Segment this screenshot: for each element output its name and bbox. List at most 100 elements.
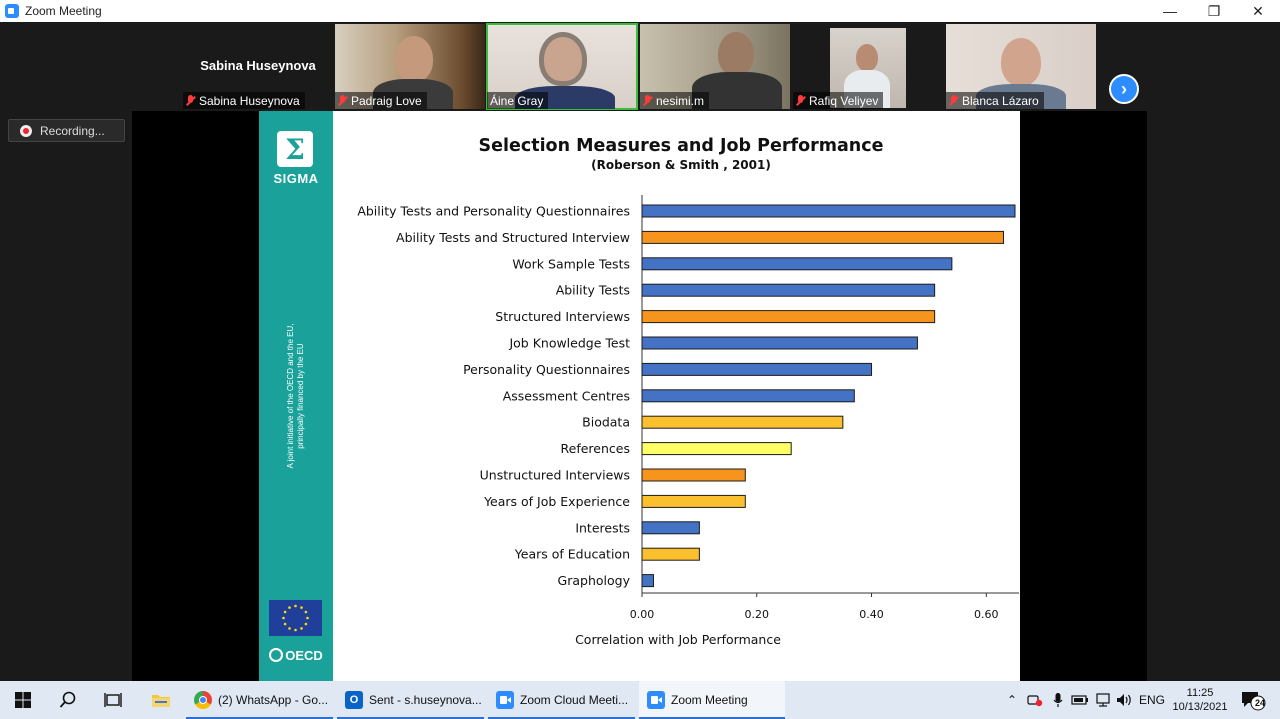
participant-name-label: Padraig Love bbox=[335, 92, 427, 109]
taskbar-app-outlook[interactable]: O Sent - s.huseynova... bbox=[337, 681, 484, 719]
bar bbox=[641, 257, 953, 271]
participant-tile[interactable]: Rafiq Veliyev bbox=[793, 24, 943, 109]
recording-label: Recording... bbox=[40, 123, 105, 138]
participant-tile[interactable]: Sabina Huseynova Sabina Huseynova bbox=[183, 24, 333, 109]
notification-icon bbox=[1242, 692, 1266, 711]
taskbar: (2) WhatsApp - Go... O Sent - s.huseynov… bbox=[0, 681, 1280, 719]
participant-tile[interactable]: Blanca Lázaro bbox=[946, 24, 1096, 109]
bar bbox=[641, 574, 654, 588]
participant-video bbox=[539, 32, 587, 86]
category-label: Interests bbox=[575, 520, 630, 535]
eu-flag-icon bbox=[269, 600, 322, 636]
category-label: Ability Tests bbox=[556, 283, 630, 298]
battery-icon bbox=[1071, 695, 1088, 705]
bar bbox=[641, 336, 918, 350]
category-label: Ability Tests and Personality Questionna… bbox=[357, 204, 630, 219]
category-label: Personality Questionnaires bbox=[463, 362, 630, 377]
muted-mic-icon bbox=[338, 95, 347, 106]
bar bbox=[641, 362, 873, 376]
bar bbox=[641, 389, 855, 403]
participant-video bbox=[395, 36, 433, 82]
microphone-icon bbox=[1053, 693, 1063, 707]
category-label: Structured Interviews bbox=[495, 309, 630, 324]
chart-title: Selection Measures and Job Performance bbox=[478, 136, 883, 156]
category-label: Years of Job Experience bbox=[483, 494, 630, 509]
category-label: Work Sample Tests bbox=[512, 256, 630, 271]
participant-name-label: Rafiq Veliyev bbox=[793, 92, 884, 109]
sigma-logo-icon: Σ bbox=[277, 131, 313, 167]
bar bbox=[641, 442, 792, 456]
chart-subtitle: (Roberson & Smith , 2001) bbox=[591, 158, 771, 172]
tray-icon-meet-now[interactable] bbox=[1025, 681, 1045, 719]
x-tick-label: 0.00 bbox=[630, 608, 655, 621]
taskbar-clock[interactable]: 11:25 10/13/2021 bbox=[1166, 681, 1234, 719]
chevron-up-icon: ⌃ bbox=[1006, 693, 1018, 707]
x-tick-label: 0.40 bbox=[859, 608, 884, 621]
search-icon bbox=[59, 691, 75, 708]
bar bbox=[641, 547, 700, 561]
minimize-button[interactable]: — bbox=[1163, 3, 1177, 19]
tray-icon-battery[interactable] bbox=[1070, 681, 1090, 719]
participant-name-label: nesimi.m bbox=[640, 92, 710, 109]
title-bar: Zoom Meeting — ❐ ✕ bbox=[0, 0, 1280, 22]
bar bbox=[641, 204, 1016, 218]
participant-tile[interactable]: Padraig Love bbox=[335, 24, 485, 109]
language-indicator[interactable]: ENG bbox=[1138, 693, 1165, 707]
search-button[interactable] bbox=[45, 681, 90, 719]
restore-button[interactable]: ❐ bbox=[1207, 2, 1221, 19]
category-label: Unstructured Interviews bbox=[480, 468, 630, 483]
chrome-icon bbox=[194, 691, 212, 709]
outlook-icon: O bbox=[345, 691, 363, 709]
windows-start-button[interactable] bbox=[0, 681, 45, 719]
network-icon bbox=[1096, 693, 1110, 707]
participant-video bbox=[1001, 38, 1041, 86]
presentation-slide: Σ SIGMA A joint initiative of the OECD a… bbox=[259, 111, 1020, 682]
participant-gallery: Sabina Huseynova Sabina Huseynova Padrai… bbox=[0, 22, 1280, 110]
bar bbox=[641, 310, 936, 324]
muted-mic-icon bbox=[186, 95, 195, 106]
speaker-icon bbox=[1117, 694, 1131, 706]
notification-count: 24 bbox=[1254, 698, 1265, 708]
participant-name-label: Áine Gray bbox=[487, 92, 549, 109]
oecd-logo-icon bbox=[269, 648, 284, 662]
bar-chart: Selection Measures and Job Performance (… bbox=[357, 136, 1019, 647]
x-tick-label: 0.20 bbox=[745, 608, 770, 621]
active-speaker-name: Sabina Huseynova bbox=[200, 58, 316, 73]
tray-icon-volume[interactable] bbox=[1115, 681, 1135, 719]
category-label: References bbox=[561, 441, 630, 456]
participant-tile[interactable]: nesimi.m bbox=[640, 24, 790, 109]
bar bbox=[641, 494, 746, 508]
participant-tile-active[interactable]: Áine Gray bbox=[486, 23, 638, 110]
tray-icon-network[interactable] bbox=[1093, 681, 1113, 719]
file-explorer-button[interactable] bbox=[138, 681, 183, 719]
muted-mic-icon bbox=[796, 95, 805, 106]
notifications-button[interactable]: 24 bbox=[1238, 681, 1268, 719]
category-label: Biodata bbox=[582, 415, 630, 430]
next-page-button[interactable]: › bbox=[1109, 74, 1139, 104]
taskbar-app-whatsapp[interactable]: (2) WhatsApp - Go... bbox=[186, 681, 333, 719]
window-title: Zoom Meeting bbox=[25, 4, 102, 18]
record-icon bbox=[20, 124, 32, 137]
participant-video bbox=[718, 32, 754, 76]
bar bbox=[641, 521, 700, 535]
sigma-logo-text: SIGMA bbox=[273, 171, 319, 186]
folder-icon bbox=[151, 695, 170, 707]
slide-sidebar: Σ SIGMA A joint initiative of the OECD a… bbox=[259, 111, 333, 682]
zoom-icon bbox=[647, 691, 665, 709]
zoom-logo-icon bbox=[5, 4, 19, 18]
task-view-button[interactable] bbox=[90, 681, 135, 719]
muted-mic-icon bbox=[949, 95, 958, 106]
camera-off-icon bbox=[1027, 695, 1043, 707]
tray-icon-microphone[interactable] bbox=[1048, 681, 1068, 719]
recording-indicator[interactable]: Recording... bbox=[8, 119, 125, 142]
show-hidden-icons-button[interactable]: ⌃ bbox=[1003, 681, 1021, 719]
muted-mic-icon bbox=[643, 95, 652, 106]
participant-name-label: Sabina Huseynova bbox=[183, 92, 305, 109]
clock-time: 11:25 bbox=[1186, 687, 1214, 699]
taskbar-app-zoom-cloud-meetings[interactable]: Zoom Cloud Meeti... bbox=[488, 681, 635, 719]
close-button[interactable]: ✕ bbox=[1252, 2, 1264, 19]
zoom-icon bbox=[496, 691, 514, 709]
taskbar-app-zoom-meeting[interactable]: Zoom Meeting bbox=[639, 681, 785, 719]
bar bbox=[641, 283, 936, 297]
x-tick-label: 0.60 bbox=[974, 608, 999, 621]
